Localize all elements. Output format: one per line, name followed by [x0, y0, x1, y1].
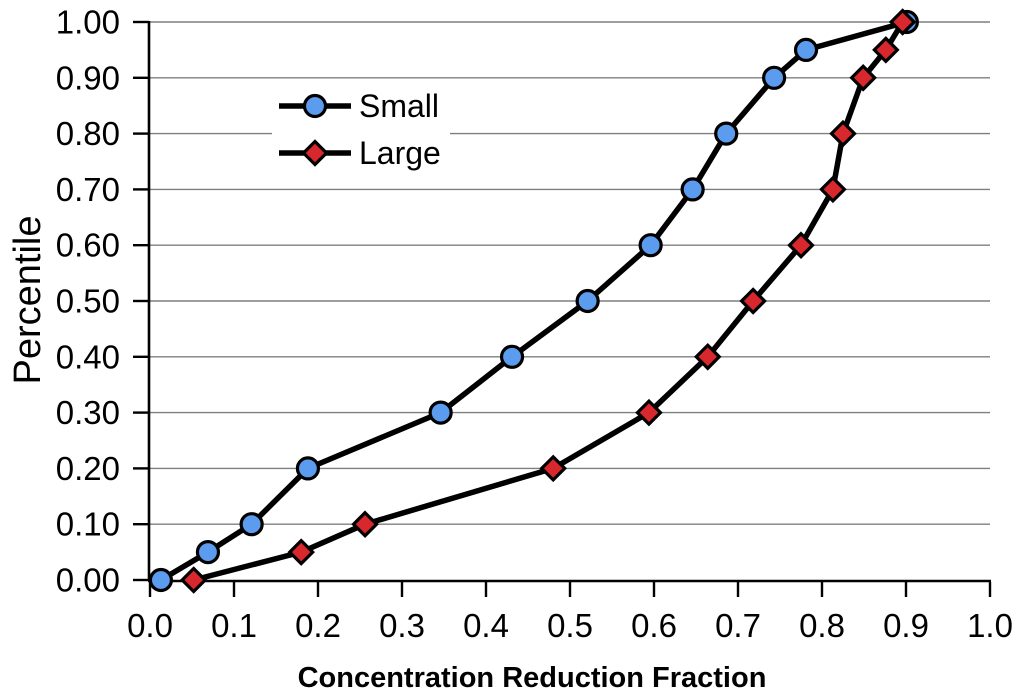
legend-marker-small-circle-icon — [302, 93, 328, 119]
y-tick-label: 0.50 — [56, 283, 120, 320]
legend-label-large: Large — [359, 135, 441, 171]
data-point-small — [680, 177, 705, 202]
x-tick-label: 0.9 — [883, 607, 929, 644]
data-point-large — [849, 64, 877, 92]
data-point-large — [819, 175, 847, 204]
x-tick-label: 0.4 — [463, 607, 509, 644]
x-tick-label: 0.1 — [211, 607, 257, 644]
legend-circle-icon — [302, 93, 328, 119]
y-axis-title: Percentile — [7, 216, 49, 385]
data-point-large — [539, 454, 567, 483]
data-point-large — [351, 510, 379, 538]
x-tick-label: 0.6 — [631, 607, 677, 644]
x-tick-label: 0.2 — [295, 607, 341, 644]
data-point-large — [635, 398, 663, 427]
data-point-small — [148, 567, 174, 593]
data-point-small — [239, 512, 264, 537]
y-tick-label: 0.80 — [56, 115, 120, 152]
data-point-small — [428, 400, 453, 425]
data-point-small — [762, 65, 787, 90]
data-point-large — [287, 538, 315, 566]
x-axis-title: Concentration Reduction Fraction — [298, 662, 767, 694]
x-tick-label: 0.8 — [799, 607, 845, 644]
legend-item-large: Large — [279, 135, 441, 171]
data-point-small — [714, 121, 739, 146]
y-tick-label: 0.30 — [56, 394, 120, 431]
data-point-large — [739, 287, 767, 315]
y-tick-label: 0.00 — [56, 562, 120, 599]
legend-diamond-icon — [301, 139, 329, 167]
y-tick-label: 0.60 — [56, 227, 120, 264]
data-point-small — [195, 539, 221, 565]
data-point-small — [793, 37, 819, 63]
y-tick-label: 0.70 — [56, 171, 120, 208]
data-point-small — [638, 233, 663, 258]
y-tick-label: 1.00 — [56, 4, 120, 41]
x-tick-label: 0.7 — [715, 607, 761, 644]
series-large — [179, 8, 917, 594]
y-tick-label: 0.20 — [56, 450, 120, 487]
data-point-large — [179, 566, 208, 594]
data-point-small — [575, 288, 600, 314]
y-tick-label: 0.40 — [56, 338, 120, 375]
y-tick-label: 0.90 — [56, 59, 120, 96]
data-point-large — [829, 119, 857, 148]
plot-area: 0.000.100.200.300.400.500.600.700.800.90… — [56, 4, 1013, 645]
x-tick-label: 0.5 — [547, 607, 593, 644]
legend-marker-large-diamond-icon — [301, 139, 329, 167]
data-point-large — [872, 36, 900, 64]
x-tick-label: 1.0 — [967, 607, 1013, 644]
x-tick-label: 0.0 — [127, 607, 173, 644]
legend: Small Large — [272, 84, 450, 171]
legend-item-small: Small — [279, 88, 439, 124]
series-small — [148, 9, 919, 593]
x-tick-label: 0.3 — [379, 607, 425, 644]
legend-label-small: Small — [359, 88, 439, 124]
data-point-large — [787, 231, 815, 259]
y-tick-label: 0.10 — [56, 506, 120, 543]
data-point-small — [295, 456, 321, 481]
data-point-large — [888, 8, 917, 36]
data-point-large — [693, 343, 722, 371]
data-point-small — [499, 344, 525, 369]
